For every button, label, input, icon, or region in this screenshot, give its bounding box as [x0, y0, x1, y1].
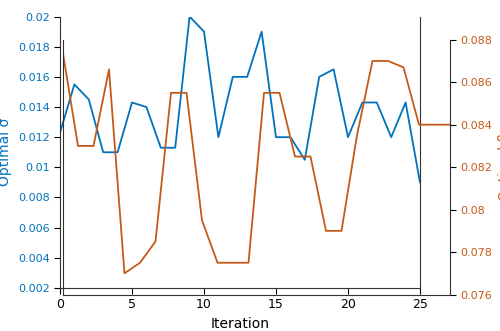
Y-axis label: Optimal σ: Optimal σ: [0, 133, 12, 201]
X-axis label: Iteration: Iteration: [227, 317, 286, 331]
Y-axis label: Optimal β: Optimal β: [498, 133, 500, 201]
